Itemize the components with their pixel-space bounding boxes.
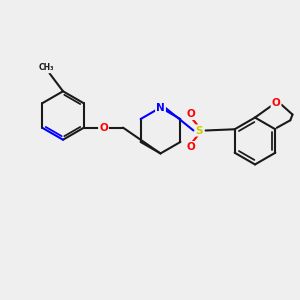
Text: N: N	[156, 103, 165, 112]
Text: O: O	[99, 123, 108, 133]
Text: S: S	[196, 125, 203, 136]
Text: O: O	[272, 98, 280, 107]
Text: CH₃: CH₃	[39, 63, 54, 72]
Text: O: O	[186, 109, 195, 119]
Text: O: O	[186, 142, 195, 152]
